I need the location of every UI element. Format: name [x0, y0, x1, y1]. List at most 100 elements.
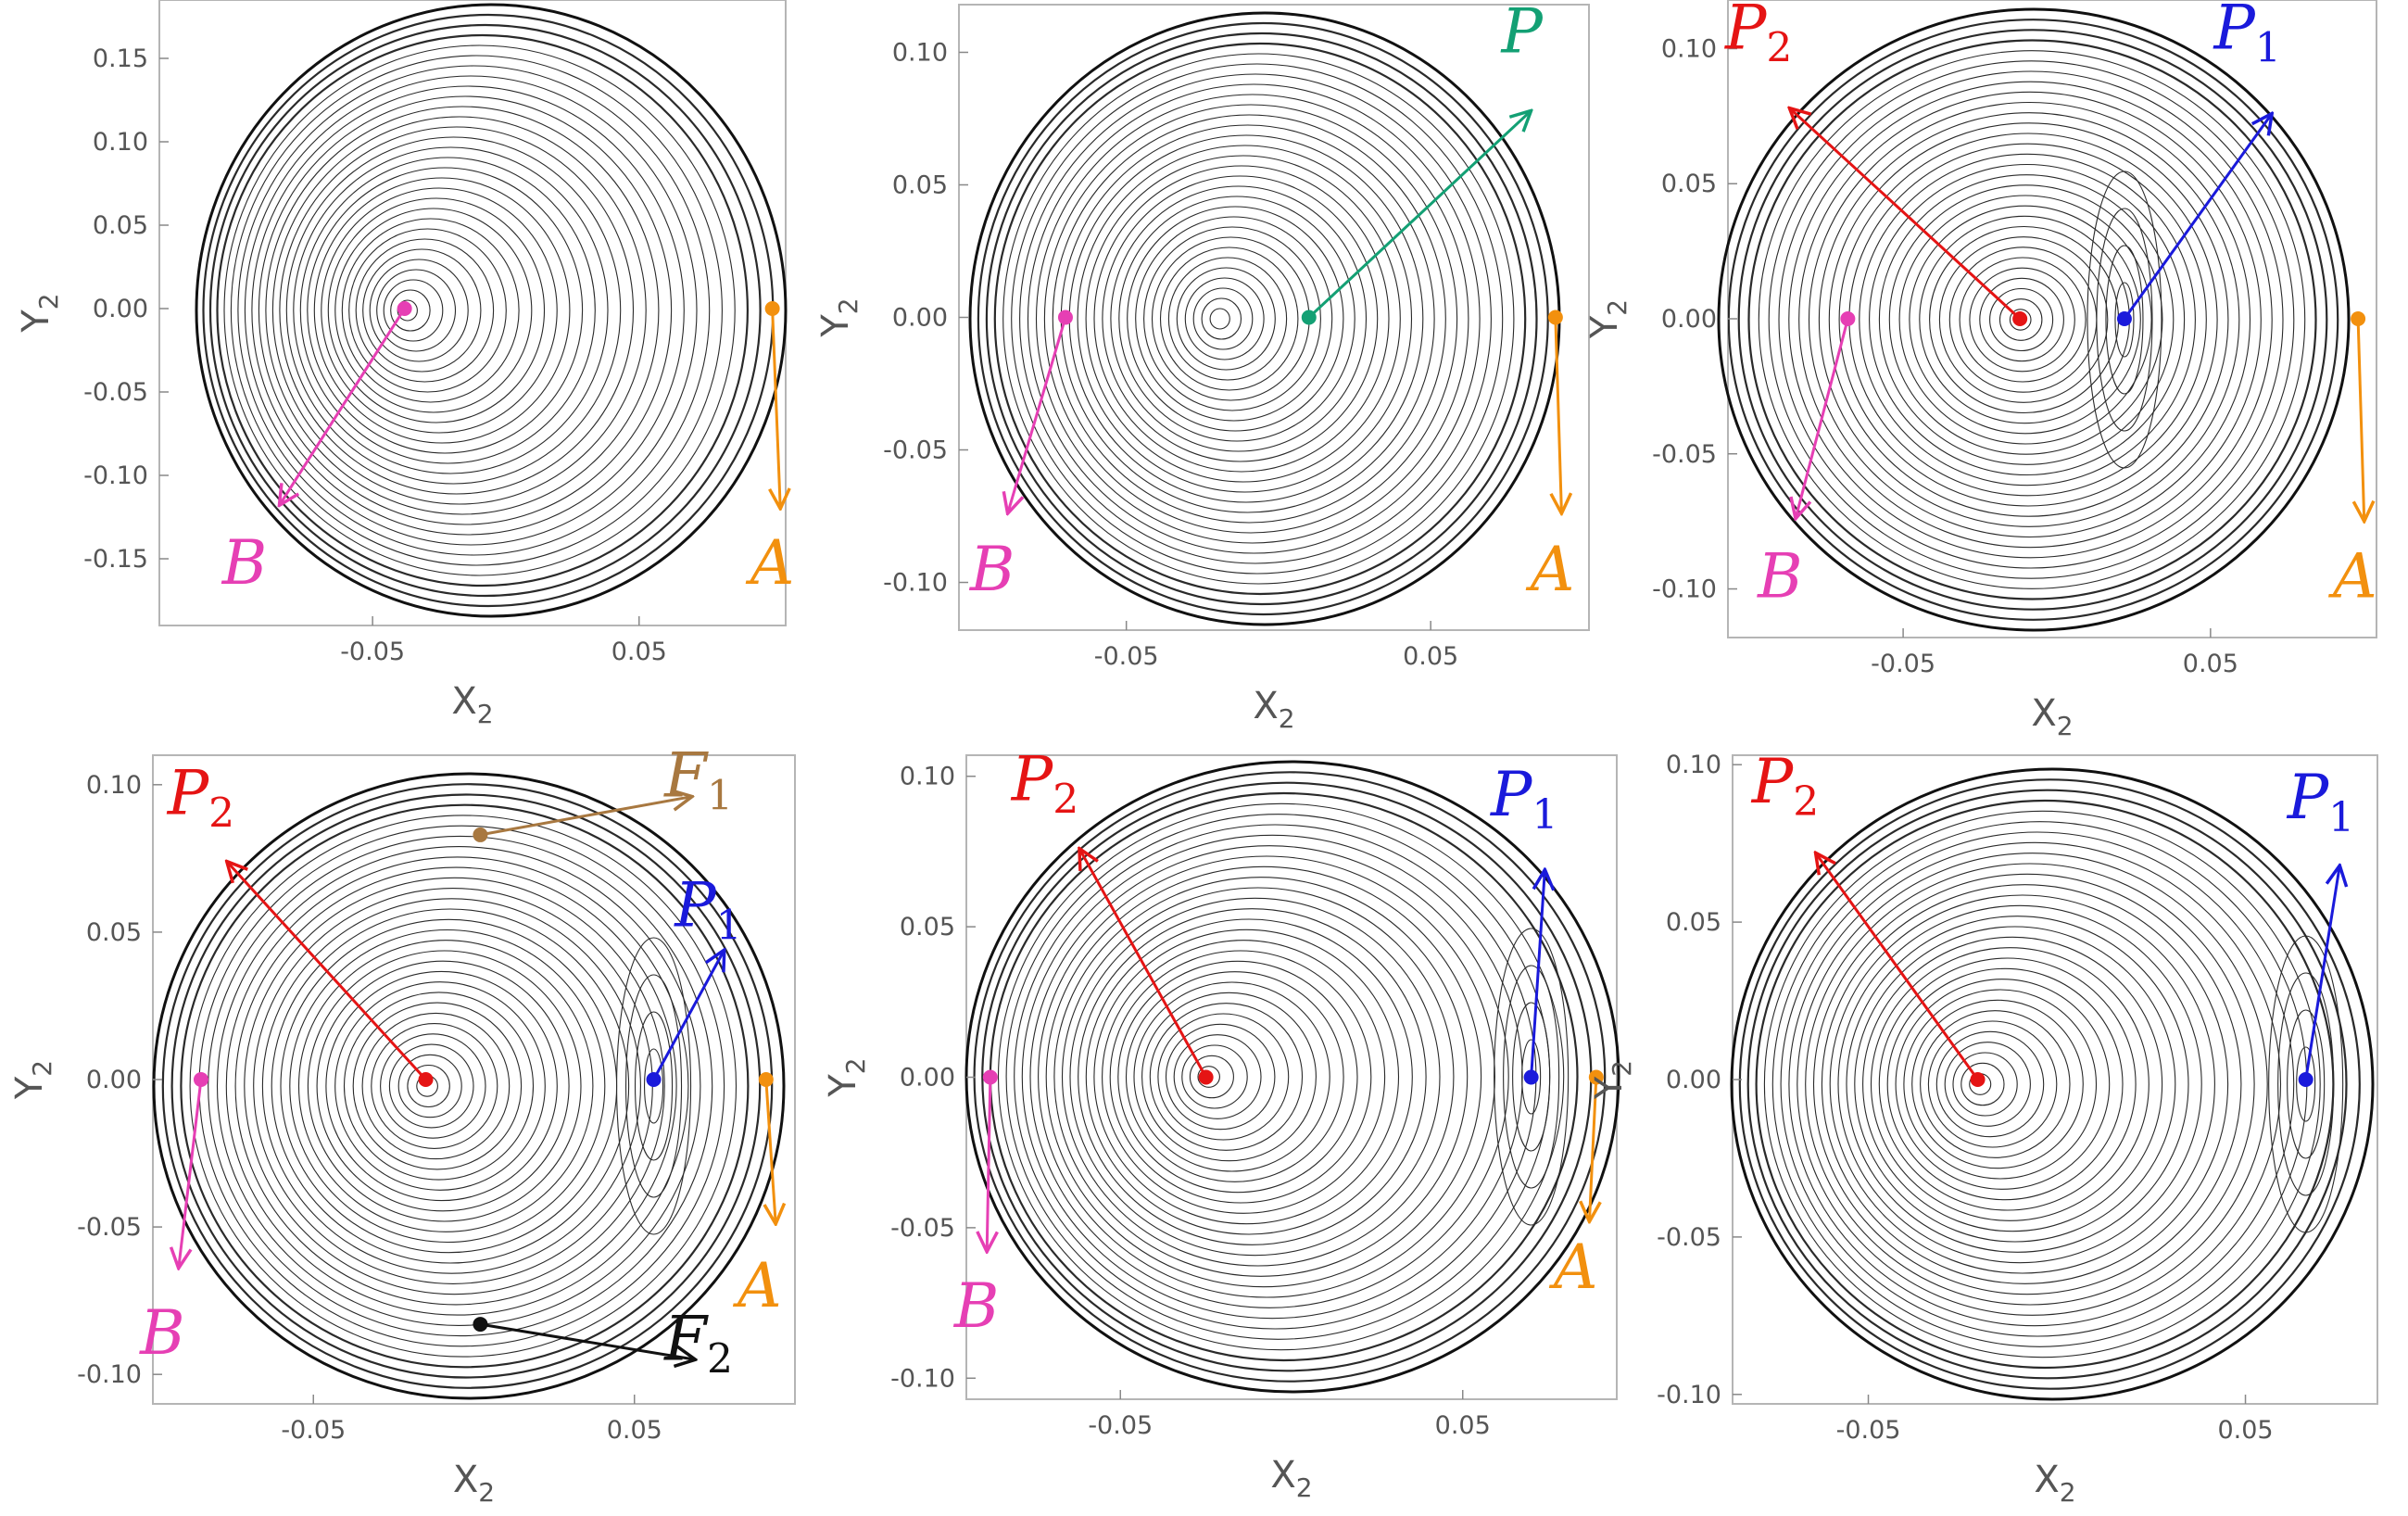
- y-tick-label: -0.05: [1657, 1223, 1721, 1252]
- x-tick-label: -0.05: [281, 1416, 346, 1445]
- point-label-A: A: [732, 1250, 782, 1321]
- point-label-A: A: [1548, 1232, 1598, 1303]
- point-B: [397, 301, 412, 316]
- contour-ring: [1747, 39, 2317, 600]
- plot-frame: [1727, 0, 2377, 638]
- point-label-P1: P1: [2287, 762, 2354, 841]
- contour-ring: [244, 75, 698, 546]
- y-axis-title-sub: 2: [840, 1057, 871, 1074]
- contour-ring: [293, 146, 609, 474]
- point-A: [1547, 310, 1563, 325]
- contour-ring: [1005, 814, 1551, 1340]
- contour-ring: [1952, 1052, 2018, 1117]
- point-label-B: B: [1757, 540, 1803, 612]
- contour-ring: [1102, 940, 1386, 1214]
- y-tick-label: 0.10: [892, 38, 948, 67]
- contour-ring: [1911, 999, 2084, 1169]
- contour-ring: [334, 981, 546, 1191]
- contour-ring: [1862, 936, 2163, 1232]
- contour-ring: [1189, 1055, 1234, 1099]
- contour-ring: [1805, 863, 2255, 1306]
- contour-ring: [997, 802, 1565, 1351]
- contour-ring: [1002, 53, 1515, 585]
- contour-ring: [225, 856, 689, 1316]
- contour-lines: [1733, 768, 2374, 1400]
- island-ring: [2287, 1009, 2326, 1159]
- contour-ring: [361, 1012, 511, 1160]
- point-label-P2: P2: [1011, 744, 1078, 824]
- contour-ring: [289, 929, 606, 1244]
- contour-ring: [1011, 63, 1504, 575]
- contour-ring: [1758, 50, 2306, 589]
- contour-ring: [1854, 926, 2176, 1243]
- x-tick-label: 0.05: [1403, 642, 1458, 671]
- contour-ring: [1125, 971, 1344, 1182]
- contour-ring: [1808, 101, 2251, 538]
- contour-ring: [343, 992, 535, 1181]
- point-label-sub: 2: [707, 1335, 733, 1383]
- contour-ring: [1859, 153, 2196, 486]
- contour-ring: [1888, 184, 2163, 455]
- y-tick-label: -0.15: [83, 545, 148, 574]
- contour-ring: [1938, 236, 2109, 403]
- contour-ring: [1960, 1062, 2005, 1106]
- island-ring: [2277, 972, 2335, 1196]
- point-label-sub: 2: [1766, 24, 1792, 71]
- contour-ring: [1118, 196, 1355, 442]
- contour-ring: [1151, 236, 1310, 401]
- contour-ring: [1935, 1030, 2045, 1138]
- x-tick-label: -0.05: [1088, 1411, 1153, 1440]
- contour-ring: [202, 13, 775, 608]
- contour-ring: [1828, 122, 2229, 517]
- contour-ring: [180, 803, 750, 1369]
- point-label-B: B: [969, 534, 1015, 605]
- contour-ring: [1110, 185, 1368, 452]
- contour-ring: [170, 793, 762, 1379]
- contour-ring: [307, 950, 582, 1222]
- contour-ring: [985, 32, 1538, 606]
- contour-ring: [1979, 277, 2064, 362]
- x-tick-label: -0.05: [1871, 650, 1935, 678]
- contour-ring: [1184, 277, 1265, 360]
- panel-6: -0.05 0.05 0.10 0.05 0.00 -0.05 -0.10 X2 Y2 P2 P1: [1588, 746, 2378, 1508]
- contour-lines: [966, 761, 1617, 1393]
- contour-ring: [1870, 947, 2150, 1221]
- contour-ring: [316, 960, 570, 1212]
- y-tick-label: -0.05: [1652, 440, 1717, 469]
- y-axis-title: Y2: [814, 297, 864, 337]
- contour-ring: [1829, 894, 2215, 1274]
- panel-3: -0.05 0.05 0.10 0.05 0.00 -0.05 -0.10 X2 Y2 B P2 P1…: [1583, 0, 2377, 741]
- y-tick-label: 0.00: [93, 295, 148, 323]
- point-label-A: A: [745, 527, 795, 599]
- contour-ring: [1173, 1034, 1262, 1119]
- island-ring: [634, 1011, 674, 1161]
- contour-ring: [230, 55, 723, 566]
- contour-ring: [1944, 1042, 2031, 1127]
- contour-ring: [1021, 834, 1523, 1320]
- x-axis-title: X2: [1253, 685, 1294, 734]
- point-label-P1: P1: [674, 870, 741, 950]
- y-axis-title-sub: 2: [1607, 1060, 1637, 1077]
- x-axis-title: X2: [2034, 1459, 2075, 1508]
- contour-ring: [348, 228, 507, 393]
- contour-ring: [1197, 1066, 1220, 1088]
- y-axis-title: Y2: [1588, 1060, 1637, 1100]
- contour-ring: [1989, 287, 2054, 352]
- point-A: [764, 301, 780, 316]
- y-tick-label: -0.10: [1657, 1381, 1721, 1409]
- contour-ring: [1052, 114, 1446, 524]
- contour-ring: [1053, 877, 1469, 1277]
- x-axis-title-sub: 2: [477, 699, 494, 729]
- contour-ring: [1167, 257, 1288, 381]
- point-P1: [2116, 311, 2132, 326]
- point-label-sub: 1: [2328, 794, 2354, 841]
- phase-disc-boundary: [964, 760, 1620, 1394]
- contour-ring: [271, 908, 630, 1264]
- contour-ring: [1061, 887, 1455, 1267]
- contour-ring: [362, 248, 482, 373]
- y-tick-label: 0.00: [1666, 1066, 1721, 1094]
- x-axis-title: X2: [2031, 692, 2073, 741]
- contour-ring: [1117, 960, 1358, 1194]
- y-tick-label: -0.05: [883, 436, 948, 465]
- contour-ring: [161, 783, 774, 1389]
